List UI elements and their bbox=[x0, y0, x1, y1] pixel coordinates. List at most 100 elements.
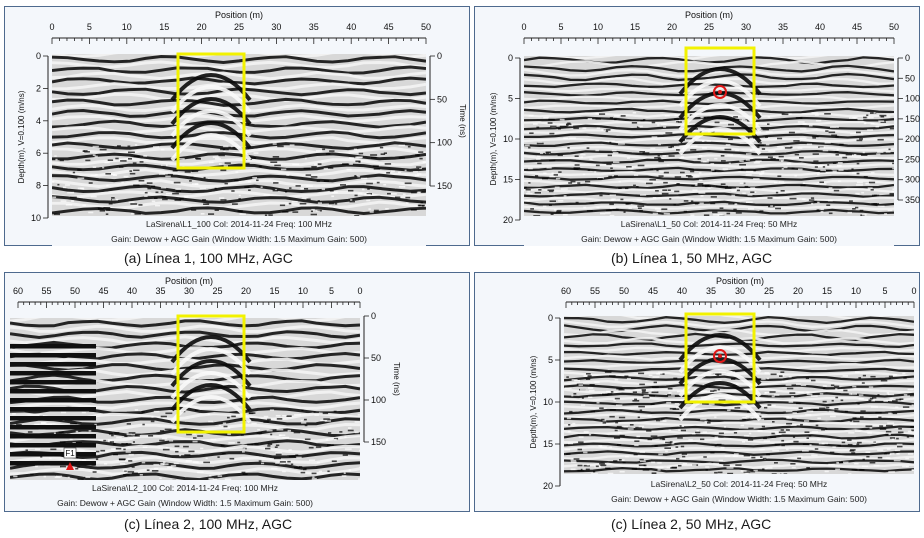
noise-speckle bbox=[792, 436, 796, 438]
panel-a: Position (m) 0 5 10 15 20 25 30 35 40 45 50 0 2 4 6 8 10 D… bbox=[4, 6, 470, 246]
noise-speckle bbox=[657, 469, 661, 471]
noise-speckle bbox=[700, 128, 705, 130]
noise-speckle bbox=[722, 168, 728, 170]
noise-speckle bbox=[354, 194, 358, 197]
panel-b: Position (m) 0 5 10 15 20 25 30 35 40 45 50 0 5 10 15 20… bbox=[474, 6, 920, 246]
noise-speckle bbox=[858, 394, 864, 396]
noise-speckle bbox=[106, 209, 111, 211]
noise-speckle bbox=[214, 209, 219, 211]
noise-speckle bbox=[759, 448, 765, 451]
noise-speckle bbox=[366, 191, 369, 194]
noise-speckle bbox=[815, 424, 819, 427]
noise-speckle bbox=[231, 145, 237, 148]
noise-speckle bbox=[813, 160, 819, 162]
noise-speckle bbox=[354, 215, 360, 216]
noise-speckle bbox=[742, 118, 746, 121]
noise-speckle bbox=[232, 203, 238, 205]
noise-speckle bbox=[583, 375, 588, 377]
noise-speckle bbox=[654, 445, 658, 447]
noise-speckle bbox=[656, 466, 664, 469]
noise-speckle bbox=[75, 430, 79, 433]
hyperbola-reflection bbox=[678, 393, 762, 422]
flat-reflection bbox=[10, 452, 96, 457]
noise-speckle bbox=[119, 166, 124, 168]
noise-speckle bbox=[680, 156, 685, 158]
noise-speckle bbox=[902, 406, 910, 408]
noise-speckle bbox=[81, 411, 86, 414]
noise-speckle bbox=[142, 446, 148, 448]
noise-speckle bbox=[582, 173, 586, 176]
noise-speckle bbox=[656, 169, 659, 172]
noise-speckle bbox=[711, 169, 715, 171]
noise-speckle bbox=[641, 389, 646, 391]
right-tick-label: 350 bbox=[905, 195, 920, 205]
noise-speckle bbox=[106, 184, 109, 187]
noise-speckle bbox=[637, 207, 642, 209]
noise-speckle bbox=[78, 449, 85, 452]
noise-speckle bbox=[870, 122, 875, 125]
noise-speckle bbox=[851, 168, 854, 170]
noise-speckle bbox=[706, 140, 711, 142]
noise-speckle bbox=[792, 412, 797, 414]
noise-speckle bbox=[888, 433, 891, 436]
noise-speckle bbox=[862, 151, 865, 154]
noise-speckle bbox=[888, 377, 891, 380]
noise-speckle bbox=[300, 419, 303, 422]
noise-speckle bbox=[833, 385, 840, 388]
noise-speckle bbox=[362, 188, 365, 191]
noise-speckle bbox=[699, 202, 704, 204]
axis-title-position: Position (m) bbox=[165, 276, 213, 286]
noise-speckle bbox=[609, 446, 612, 449]
noise-speckle bbox=[784, 147, 792, 149]
noise-speckle bbox=[788, 401, 794, 403]
noise-speckle bbox=[781, 439, 785, 442]
noise-speckle bbox=[331, 460, 337, 462]
noise-speckle bbox=[870, 189, 874, 191]
noise-speckle bbox=[567, 147, 570, 149]
noise-speckle bbox=[717, 388, 720, 391]
noise-speckle bbox=[266, 429, 273, 432]
noise-speckle bbox=[244, 162, 250, 165]
noise-speckle bbox=[611, 198, 616, 200]
noise-speckle bbox=[887, 209, 893, 212]
noise-speckle bbox=[856, 181, 863, 184]
noise-speckle bbox=[288, 202, 292, 205]
radargram-image bbox=[52, 54, 426, 216]
noise-speckle bbox=[320, 419, 328, 422]
noise-speckle bbox=[817, 173, 820, 176]
noise-speckle bbox=[151, 416, 154, 418]
noise-speckle bbox=[162, 198, 168, 201]
noise-speckle bbox=[642, 469, 650, 471]
noise-speckle bbox=[676, 120, 679, 123]
noise-speckle bbox=[59, 159, 64, 162]
noise-speckle bbox=[75, 467, 79, 470]
noise-speckle bbox=[237, 441, 241, 444]
noise-speckle bbox=[219, 197, 225, 199]
noise-speckle bbox=[582, 127, 587, 129]
noise-speckle bbox=[786, 429, 790, 431]
noise-speckle bbox=[386, 172, 391, 174]
noise-speckle bbox=[680, 445, 685, 448]
reflection-band bbox=[564, 346, 914, 353]
noise-speckle bbox=[650, 403, 655, 405]
noise-speckle bbox=[623, 448, 631, 451]
noise-speckle bbox=[242, 473, 248, 475]
noise-speckle bbox=[815, 119, 822, 122]
noise-speckle bbox=[778, 155, 784, 158]
noise-speckle bbox=[256, 179, 259, 182]
noise-speckle bbox=[636, 186, 639, 188]
noise-speckle bbox=[879, 428, 887, 430]
noise-speckle bbox=[745, 188, 750, 191]
noise-speckle bbox=[702, 147, 707, 149]
noise-speckle bbox=[61, 411, 67, 414]
noise-speckle bbox=[888, 148, 891, 151]
noise-speckle bbox=[547, 122, 553, 124]
noise-speckle bbox=[599, 462, 605, 465]
flat-reflection bbox=[10, 362, 96, 367]
noise-speckle bbox=[415, 154, 420, 156]
noise-speckle bbox=[810, 197, 815, 199]
noise-speckle bbox=[34, 423, 40, 426]
noise-speckle bbox=[114, 432, 120, 434]
noise-speckle bbox=[705, 469, 708, 471]
noise-speckle bbox=[174, 445, 180, 448]
